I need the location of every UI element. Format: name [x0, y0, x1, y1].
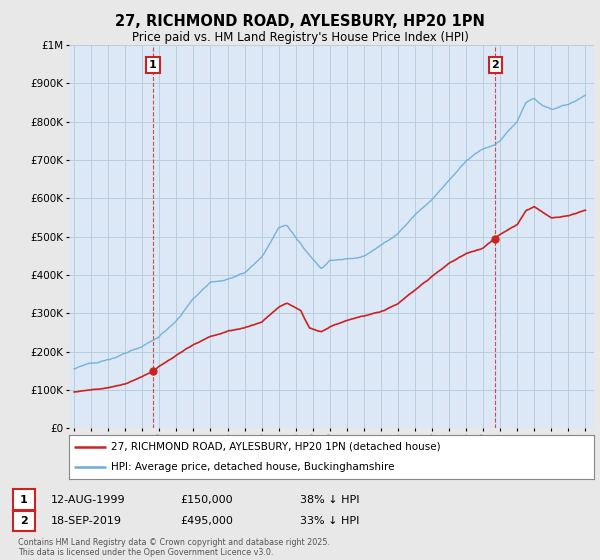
Text: 27, RICHMOND ROAD, AYLESBURY, HP20 1PN: 27, RICHMOND ROAD, AYLESBURY, HP20 1PN: [115, 14, 485, 29]
Text: 1: 1: [20, 494, 28, 505]
Text: 27, RICHMOND ROAD, AYLESBURY, HP20 1PN (detached house): 27, RICHMOND ROAD, AYLESBURY, HP20 1PN (…: [111, 442, 440, 452]
Text: £150,000: £150,000: [180, 494, 233, 505]
Text: 2: 2: [491, 60, 499, 70]
Text: 18-SEP-2019: 18-SEP-2019: [51, 516, 122, 526]
Text: 33% ↓ HPI: 33% ↓ HPI: [300, 516, 359, 526]
Text: Price paid vs. HM Land Registry's House Price Index (HPI): Price paid vs. HM Land Registry's House …: [131, 31, 469, 44]
Text: 38% ↓ HPI: 38% ↓ HPI: [300, 494, 359, 505]
Text: Contains HM Land Registry data © Crown copyright and database right 2025.
This d: Contains HM Land Registry data © Crown c…: [18, 538, 330, 557]
Text: 12-AUG-1999: 12-AUG-1999: [51, 494, 125, 505]
Text: £495,000: £495,000: [180, 516, 233, 526]
Text: 2: 2: [20, 516, 28, 526]
Text: 1: 1: [149, 60, 157, 70]
Text: HPI: Average price, detached house, Buckinghamshire: HPI: Average price, detached house, Buck…: [111, 462, 395, 472]
